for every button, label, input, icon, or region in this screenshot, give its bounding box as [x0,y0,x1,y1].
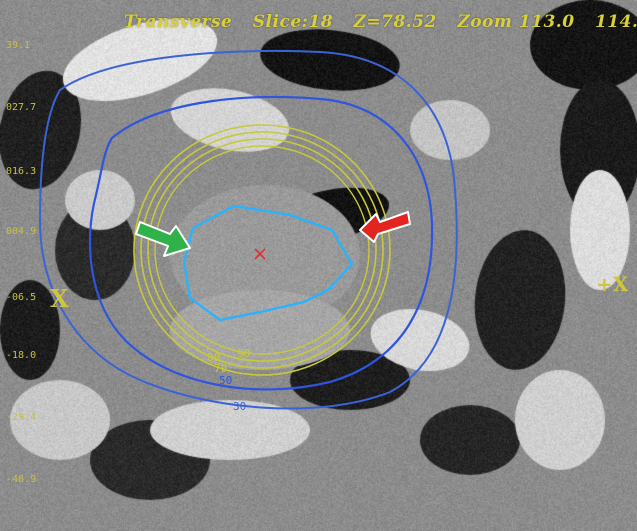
green-arrow-icon [135,221,191,257]
isodose-90-contour [147,138,377,362]
ruler-tick: 004.9 [6,226,37,237]
ruler-tick: 027.7 [6,102,37,113]
red-arrow-icon [359,211,411,243]
orientation-right-label: +X [596,272,629,296]
ruler-tick: -06.5 [6,292,37,303]
isocenter-marker [254,248,266,260]
slice-number: Slice:18 [252,12,334,32]
isodose-30-contour [38,50,458,410]
isodose-95-contour [154,145,370,355]
isodose-label: 30 [233,400,246,413]
ruler-tick: 016.3 [6,166,37,177]
isodose-label: 90 [237,347,250,360]
isodose-label: 50 [219,374,232,387]
isodose-label: 80 [207,351,220,364]
view-name: Transverse [124,12,233,32]
z-position: Z=78.52 [353,12,437,32]
isodose-70-contour [133,124,391,376]
ruler-tick: -40.9 [6,474,37,485]
isodose-label: 70 [214,362,227,375]
orientation-left-label: X [50,284,69,313]
target-volume-contour[interactable] [182,204,354,322]
zoom-level: Zoom 113.0 [457,12,575,32]
ruler-tick: -18.0 [6,350,37,361]
slice-info-header: Transverse Slice:18 Z=78.52 Zoom 113.0 1… [124,12,637,32]
isodose-50-contour [88,95,434,391]
ruler-tick: 39.1 [6,40,31,51]
isodose-80-contour [140,131,384,369]
ruler-tick: -29.4 [6,412,37,423]
zoom-level-secondary: 114.2 [594,12,637,32]
